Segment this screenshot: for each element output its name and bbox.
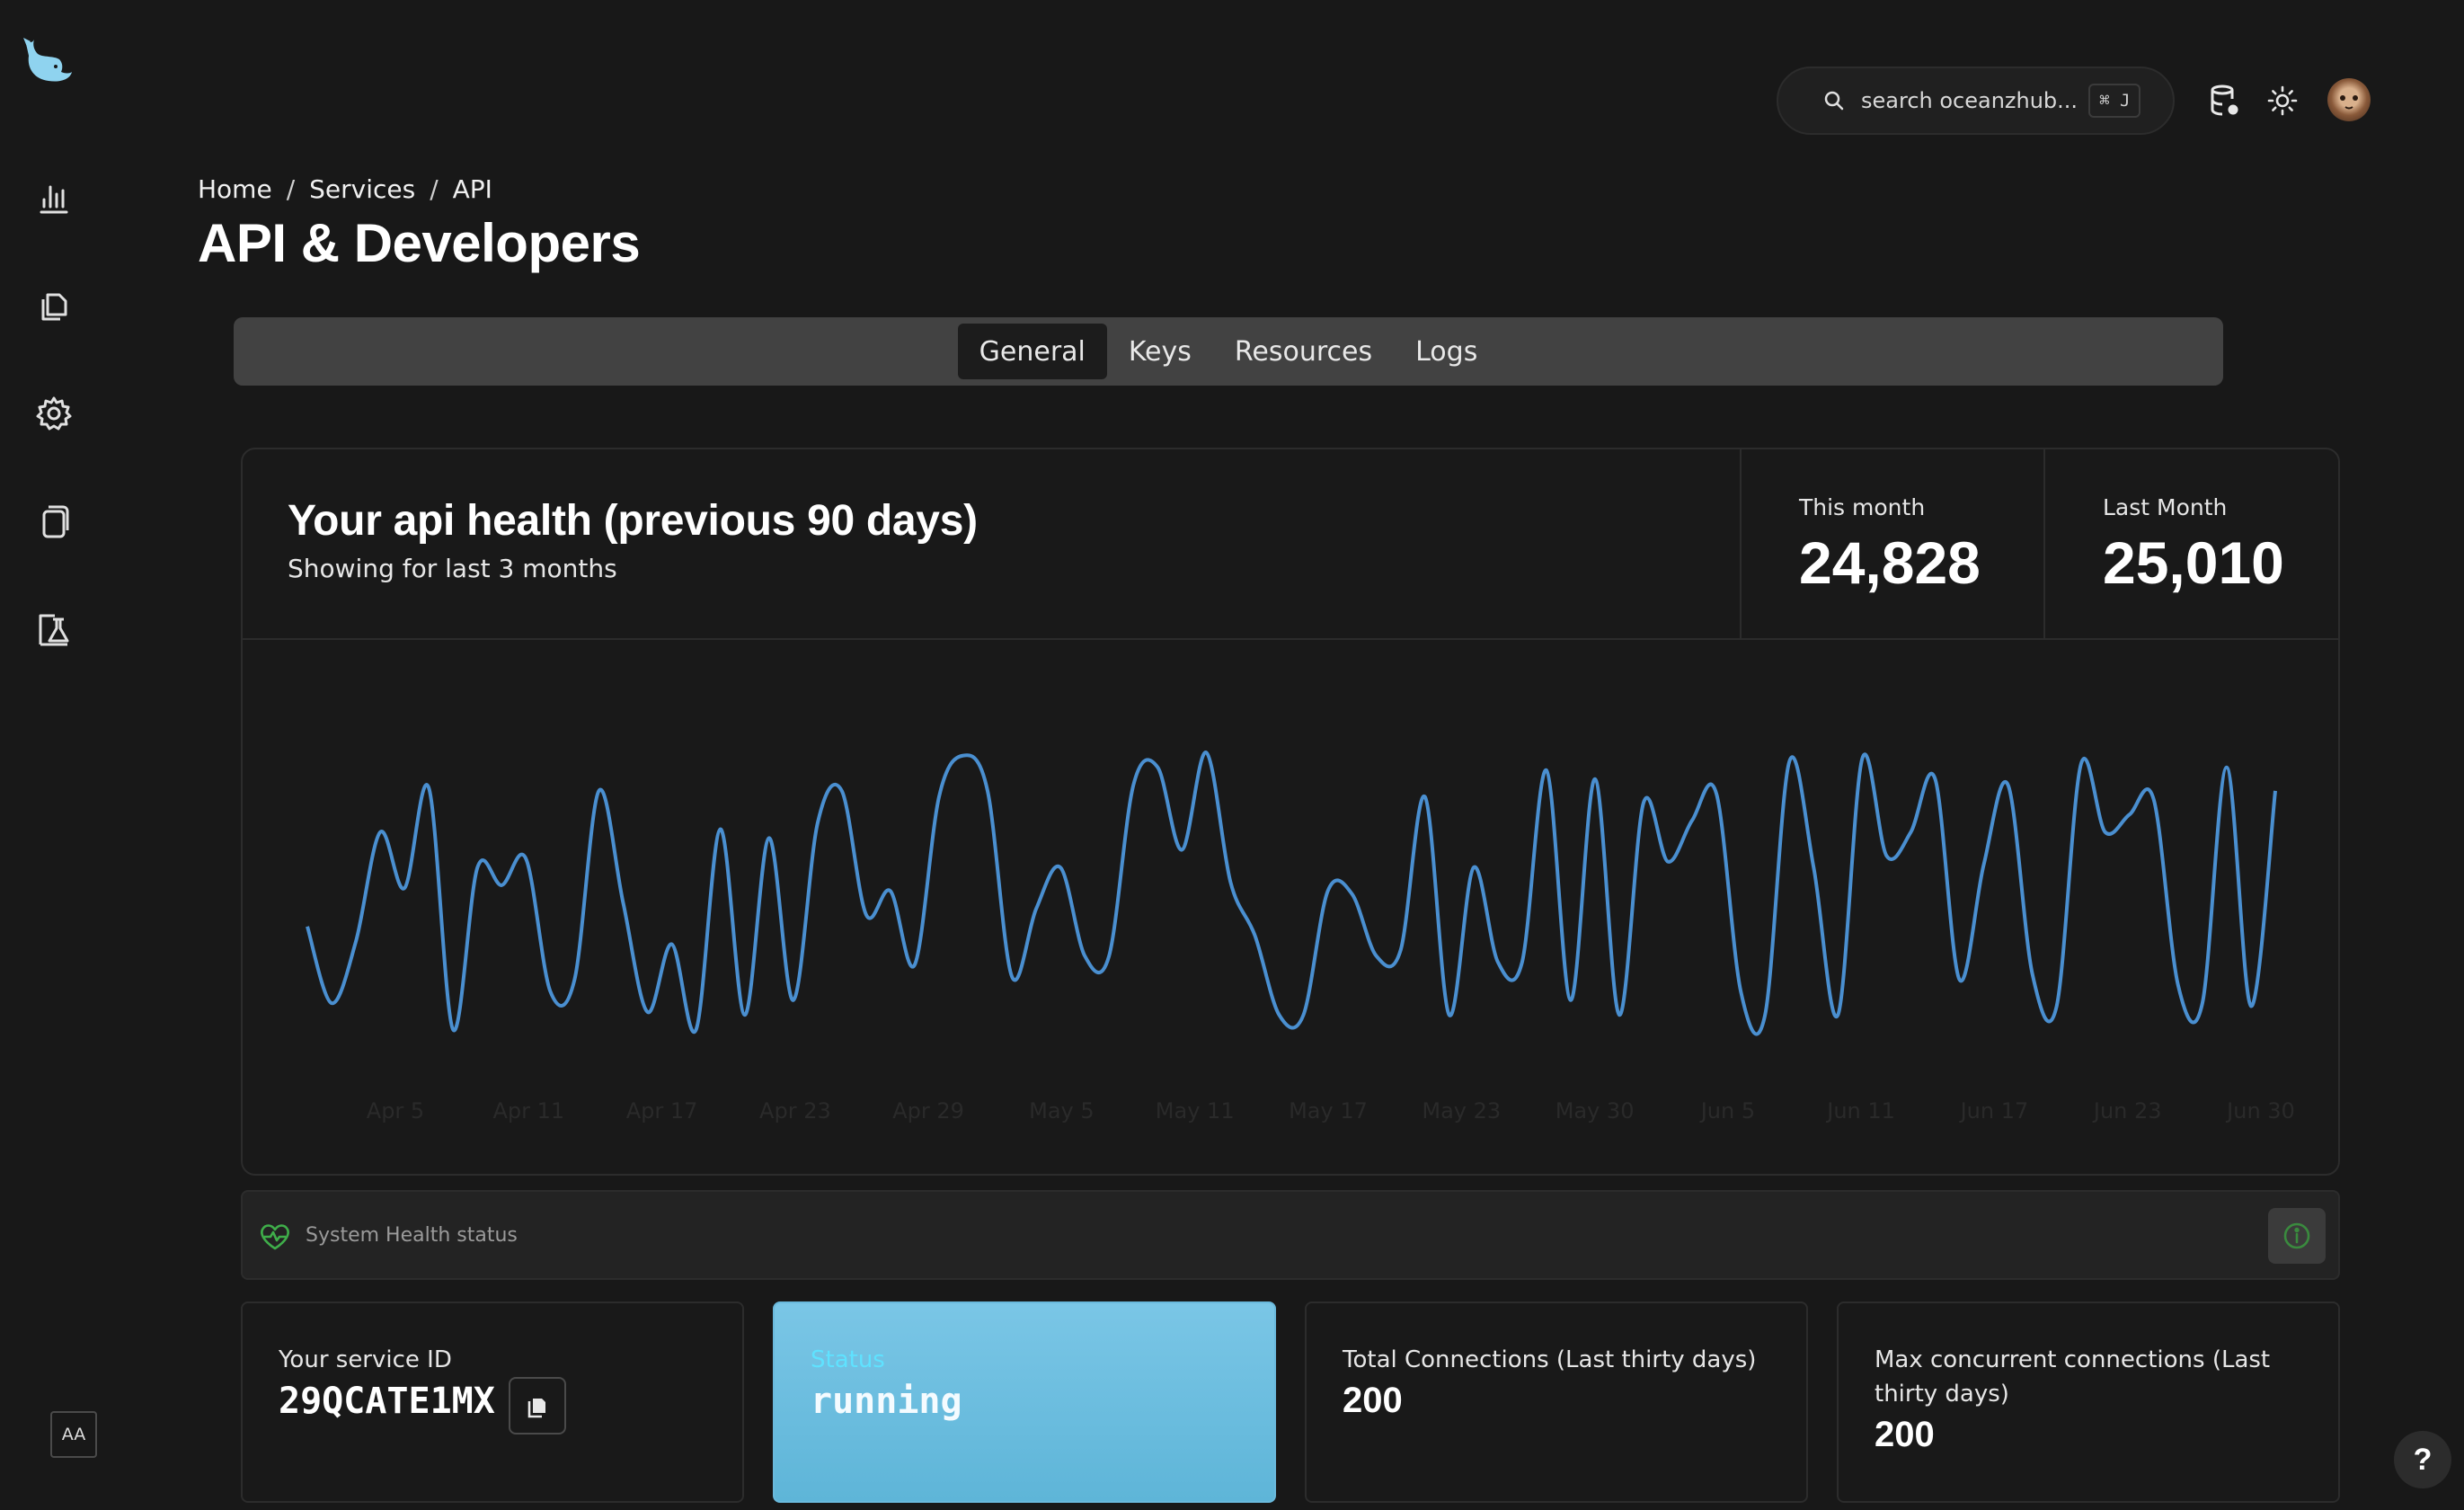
copy-service-id-button[interactable]	[509, 1377, 566, 1434]
breadcrumb-services[interactable]: Services	[309, 174, 416, 204]
service-id-label: Your service ID	[279, 1346, 452, 1373]
service-id-card: Your service ID 29QCATE1MX	[241, 1301, 744, 1503]
x-tick-label: Jun 17	[1959, 1098, 2029, 1124]
api-health-card: Your api health (previous 90 days) Showi…	[241, 448, 2340, 1176]
tab-general[interactable]: General	[957, 324, 1107, 379]
service-id-value: 29QCATE1MX	[279, 1381, 495, 1422]
max-concurrent-label: Max concurrent connections (Last thirty …	[1875, 1346, 2271, 1408]
system-health-label: System Health status	[306, 1224, 518, 1247]
api-health-title: Your api health (previous 90 days)	[288, 497, 978, 545]
x-tick-label: May 11	[1156, 1098, 1235, 1124]
x-tick-label: Apr 5	[367, 1098, 424, 1124]
search-icon	[1824, 91, 1844, 111]
health-series-line	[306, 751, 2277, 1036]
x-tick-label: Jun 11	[1825, 1098, 1895, 1124]
font-size-toggle[interactable]: AA	[50, 1411, 97, 1458]
total-connections-value: 200	[1343, 1381, 1403, 1420]
gear-icon[interactable]	[34, 394, 74, 433]
search-input[interactable]: search oceanzhub...	[1861, 88, 2078, 113]
this-month-label: This month	[1799, 494, 1926, 520]
max-concurrent-connections-card: Max concurrent connections (Last thirty …	[1837, 1301, 2340, 1503]
x-tick-label: May 30	[1556, 1098, 1635, 1124]
x-tick-label: Jun 30	[2225, 1098, 2295, 1124]
x-tick-label: Jun 5	[1699, 1098, 1755, 1124]
info-button[interactable]	[2268, 1208, 2326, 1264]
max-concurrent-value: 200	[1875, 1415, 1935, 1454]
x-tick-label: Jun 23	[2092, 1098, 2162, 1124]
system-health-status-bar: System Health status	[241, 1190, 2340, 1280]
x-tick-label: May 23	[1422, 1098, 1501, 1124]
total-connections-label: Total Connections (Last thirty days)	[1343, 1346, 1757, 1373]
sidebar: AA	[0, 0, 108, 1510]
page-title: API & Developers	[198, 213, 641, 273]
documents-icon[interactable]	[34, 286, 74, 325]
status-value: running	[811, 1381, 962, 1422]
x-tick-label: Apr 11	[492, 1098, 564, 1124]
last-month-stat[interactable]: Last Month 25,010	[2043, 449, 2338, 638]
total-connections-card: Total Connections (Last thirty days) 200	[1305, 1301, 1808, 1503]
tab-bar: General Keys Resources Logs	[234, 317, 2223, 386]
this-month-stat[interactable]: This month 24,828	[1740, 449, 2045, 638]
avatar[interactable]	[2327, 78, 2371, 121]
x-tick-label: Apr 17	[626, 1098, 698, 1124]
database-settings-icon[interactable]	[2207, 81, 2243, 120]
breadcrumb: Home / Services / API	[198, 174, 492, 204]
last-month-label: Last Month	[2103, 494, 2228, 520]
status-card: Status running	[773, 1301, 1276, 1503]
tab-logs[interactable]: Logs	[1415, 335, 1478, 368]
x-tick-label: May 5	[1029, 1098, 1095, 1124]
search-shortcut-badge: ⌘ J	[2088, 84, 2141, 118]
x-tick-label: Apr 23	[759, 1098, 831, 1124]
sun-icon[interactable]	[2265, 81, 2300, 120]
api-health-subtitle: Showing for last 3 months	[288, 554, 617, 583]
api-health-line-chart[interactable]: Apr 5 Apr 11 Apr 17 Apr 23 Apr 29 May 5 May 11…	[243, 642, 2338, 1174]
bar-chart-icon[interactable]	[34, 178, 74, 218]
x-tick-label: May 17	[1289, 1098, 1368, 1124]
status-label: Status	[811, 1346, 885, 1373]
this-month-value: 24,828	[1799, 529, 1981, 596]
heart-pulse-icon	[261, 1224, 289, 1250]
breadcrumb-home[interactable]: Home	[198, 174, 272, 204]
copy-icon	[527, 1399, 545, 1418]
tab-resources[interactable]: Resources	[1234, 335, 1373, 368]
api-health-header: Your api health (previous 90 days) Showi…	[243, 449, 2338, 640]
info-icon	[2283, 1222, 2310, 1249]
tab-keys[interactable]: Keys	[1128, 335, 1192, 368]
breadcrumb-api[interactable]: API	[452, 174, 492, 204]
help-button[interactable]: ?	[2394, 1431, 2451, 1488]
last-month-value: 25,010	[2103, 529, 2284, 596]
copy-icon[interactable]	[34, 502, 74, 541]
search-bar[interactable]: search oceanzhub... ⌘ J	[1777, 67, 2175, 135]
x-tick-label: Apr 29	[892, 1098, 964, 1124]
lab-flask-icon[interactable]	[34, 609, 74, 649]
whale-logo-icon[interactable]	[20, 32, 75, 88]
